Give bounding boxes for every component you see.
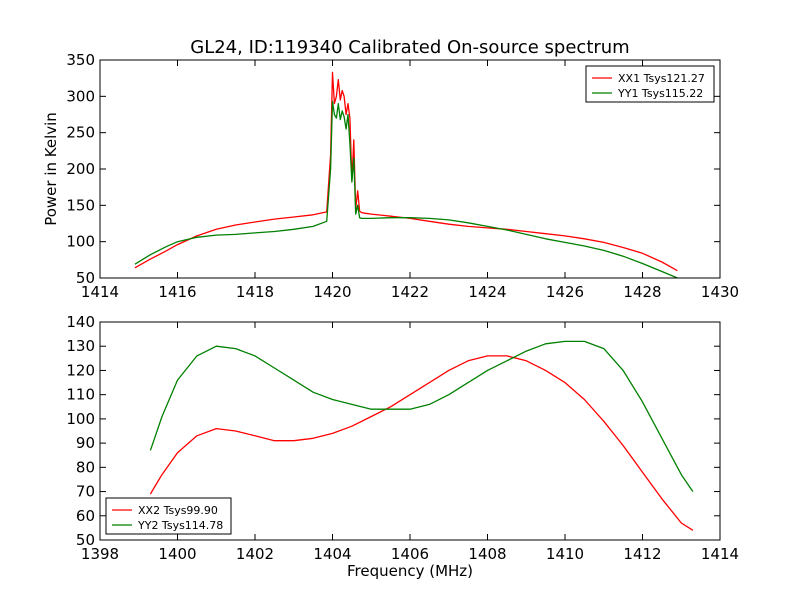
x-tick-label: 1420 bbox=[313, 283, 351, 301]
bottom-plot: 1398 1400 1402 1404 1406 1408 1410 1412 1414 50 60… bbox=[66, 313, 739, 580]
series-line-yy2 bbox=[149, 340, 694, 492]
legend-box bbox=[105, 497, 232, 535]
x-tick-label: 1426 bbox=[546, 283, 584, 301]
y-tick-label: 80 bbox=[76, 458, 95, 476]
x-tick-label: 1424 bbox=[468, 283, 506, 301]
x-axis-label: Frequency (MHz) bbox=[347, 562, 473, 580]
y-tick-label: 300 bbox=[66, 87, 95, 105]
x-tick-label: 1414 bbox=[701, 545, 739, 563]
y-tick-label: 140 bbox=[66, 313, 95, 331]
x-tick-label: 1406 bbox=[391, 545, 429, 563]
x-tick-label: 1400 bbox=[158, 545, 196, 563]
y-tick-label: 250 bbox=[66, 124, 95, 142]
legend: XX1 Tsys121.27 YY1 Tsys115.22 bbox=[585, 65, 715, 103]
y-axis-label: Power in Kelvin bbox=[42, 112, 60, 226]
figure-title: GL24, ID:119340 Calibrated On-source spe… bbox=[190, 37, 629, 58]
series-line-xx2 bbox=[149, 355, 694, 531]
x-tick-label: 1412 bbox=[623, 545, 661, 563]
y-tick-label: 60 bbox=[76, 507, 95, 525]
legend-entry: YY2 Tsys114.78 bbox=[137, 519, 223, 532]
x-tick-label: 1414 bbox=[81, 283, 119, 301]
top-plot: 1414 1416 1418 1420 1422 1424 1426 1428 1430 50 10… bbox=[42, 51, 739, 301]
legend-entry: XX2 Tsys99.90 bbox=[138, 504, 218, 517]
y-tick-label: 50 bbox=[76, 531, 95, 549]
series-line-yy1 bbox=[134, 100, 678, 278]
y-tick-label: 110 bbox=[66, 386, 95, 404]
legend-entry: XX1 Tsys121.27 bbox=[618, 72, 705, 85]
x-tick-label: 1408 bbox=[468, 545, 506, 563]
legend-box bbox=[585, 65, 715, 103]
y-tick-label: 90 bbox=[76, 434, 95, 452]
y-tick-label: 100 bbox=[66, 233, 95, 251]
x-tick-label: 1422 bbox=[391, 283, 429, 301]
x-tick-label: 1404 bbox=[313, 545, 351, 563]
x-tick-label: 1410 bbox=[546, 545, 584, 563]
y-tick-label: 350 bbox=[66, 51, 95, 69]
x-tick-label: 1428 bbox=[623, 283, 661, 301]
y-tick-label: 200 bbox=[66, 160, 95, 178]
x-tick-label: 1398 bbox=[81, 545, 119, 563]
x-tick-label: 1402 bbox=[236, 545, 274, 563]
y-tick-label: 130 bbox=[66, 337, 95, 355]
x-tick-label: 1430 bbox=[701, 283, 739, 301]
y-tick-label: 50 bbox=[76, 269, 95, 287]
y-tick-label: 100 bbox=[66, 410, 95, 428]
y-tick-label: 120 bbox=[66, 361, 95, 379]
legend-entry: YY1 Tsys115.22 bbox=[617, 87, 703, 100]
x-tick-label: 1416 bbox=[158, 283, 196, 301]
x-tick-label: 1418 bbox=[236, 283, 274, 301]
y-tick-label: 70 bbox=[76, 483, 95, 501]
legend: XX2 Tsys99.90 YY2 Tsys114.78 bbox=[105, 497, 232, 535]
y-tick-label: 150 bbox=[66, 196, 95, 214]
